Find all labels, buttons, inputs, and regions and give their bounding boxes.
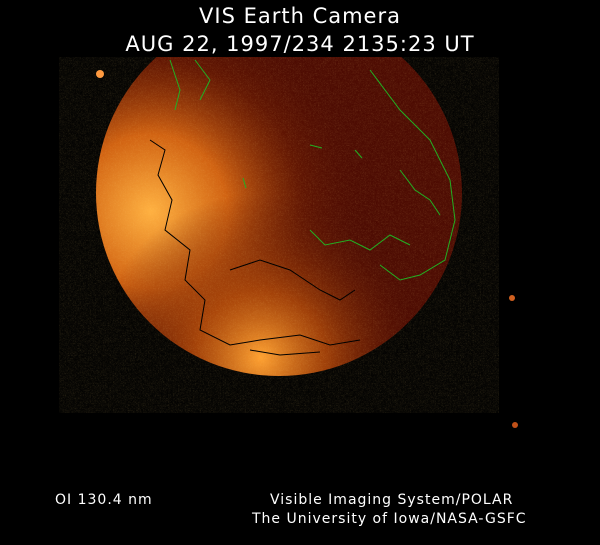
bright-spot xyxy=(512,422,518,428)
coastlines xyxy=(149,59,456,356)
image-title: VIS Earth Camera xyxy=(199,4,401,28)
credit-line-1: Visible Imaging System/POLAR xyxy=(270,492,514,508)
bright-spot xyxy=(96,70,104,78)
bright-spot xyxy=(509,295,515,301)
wavelength-label: OI 130.4 nm xyxy=(55,492,153,508)
timestamp: AUG 22, 1997/234 2135:23 UT xyxy=(125,32,475,56)
credit-line-2: The University of Iowa/NASA-GSFC xyxy=(252,511,527,527)
